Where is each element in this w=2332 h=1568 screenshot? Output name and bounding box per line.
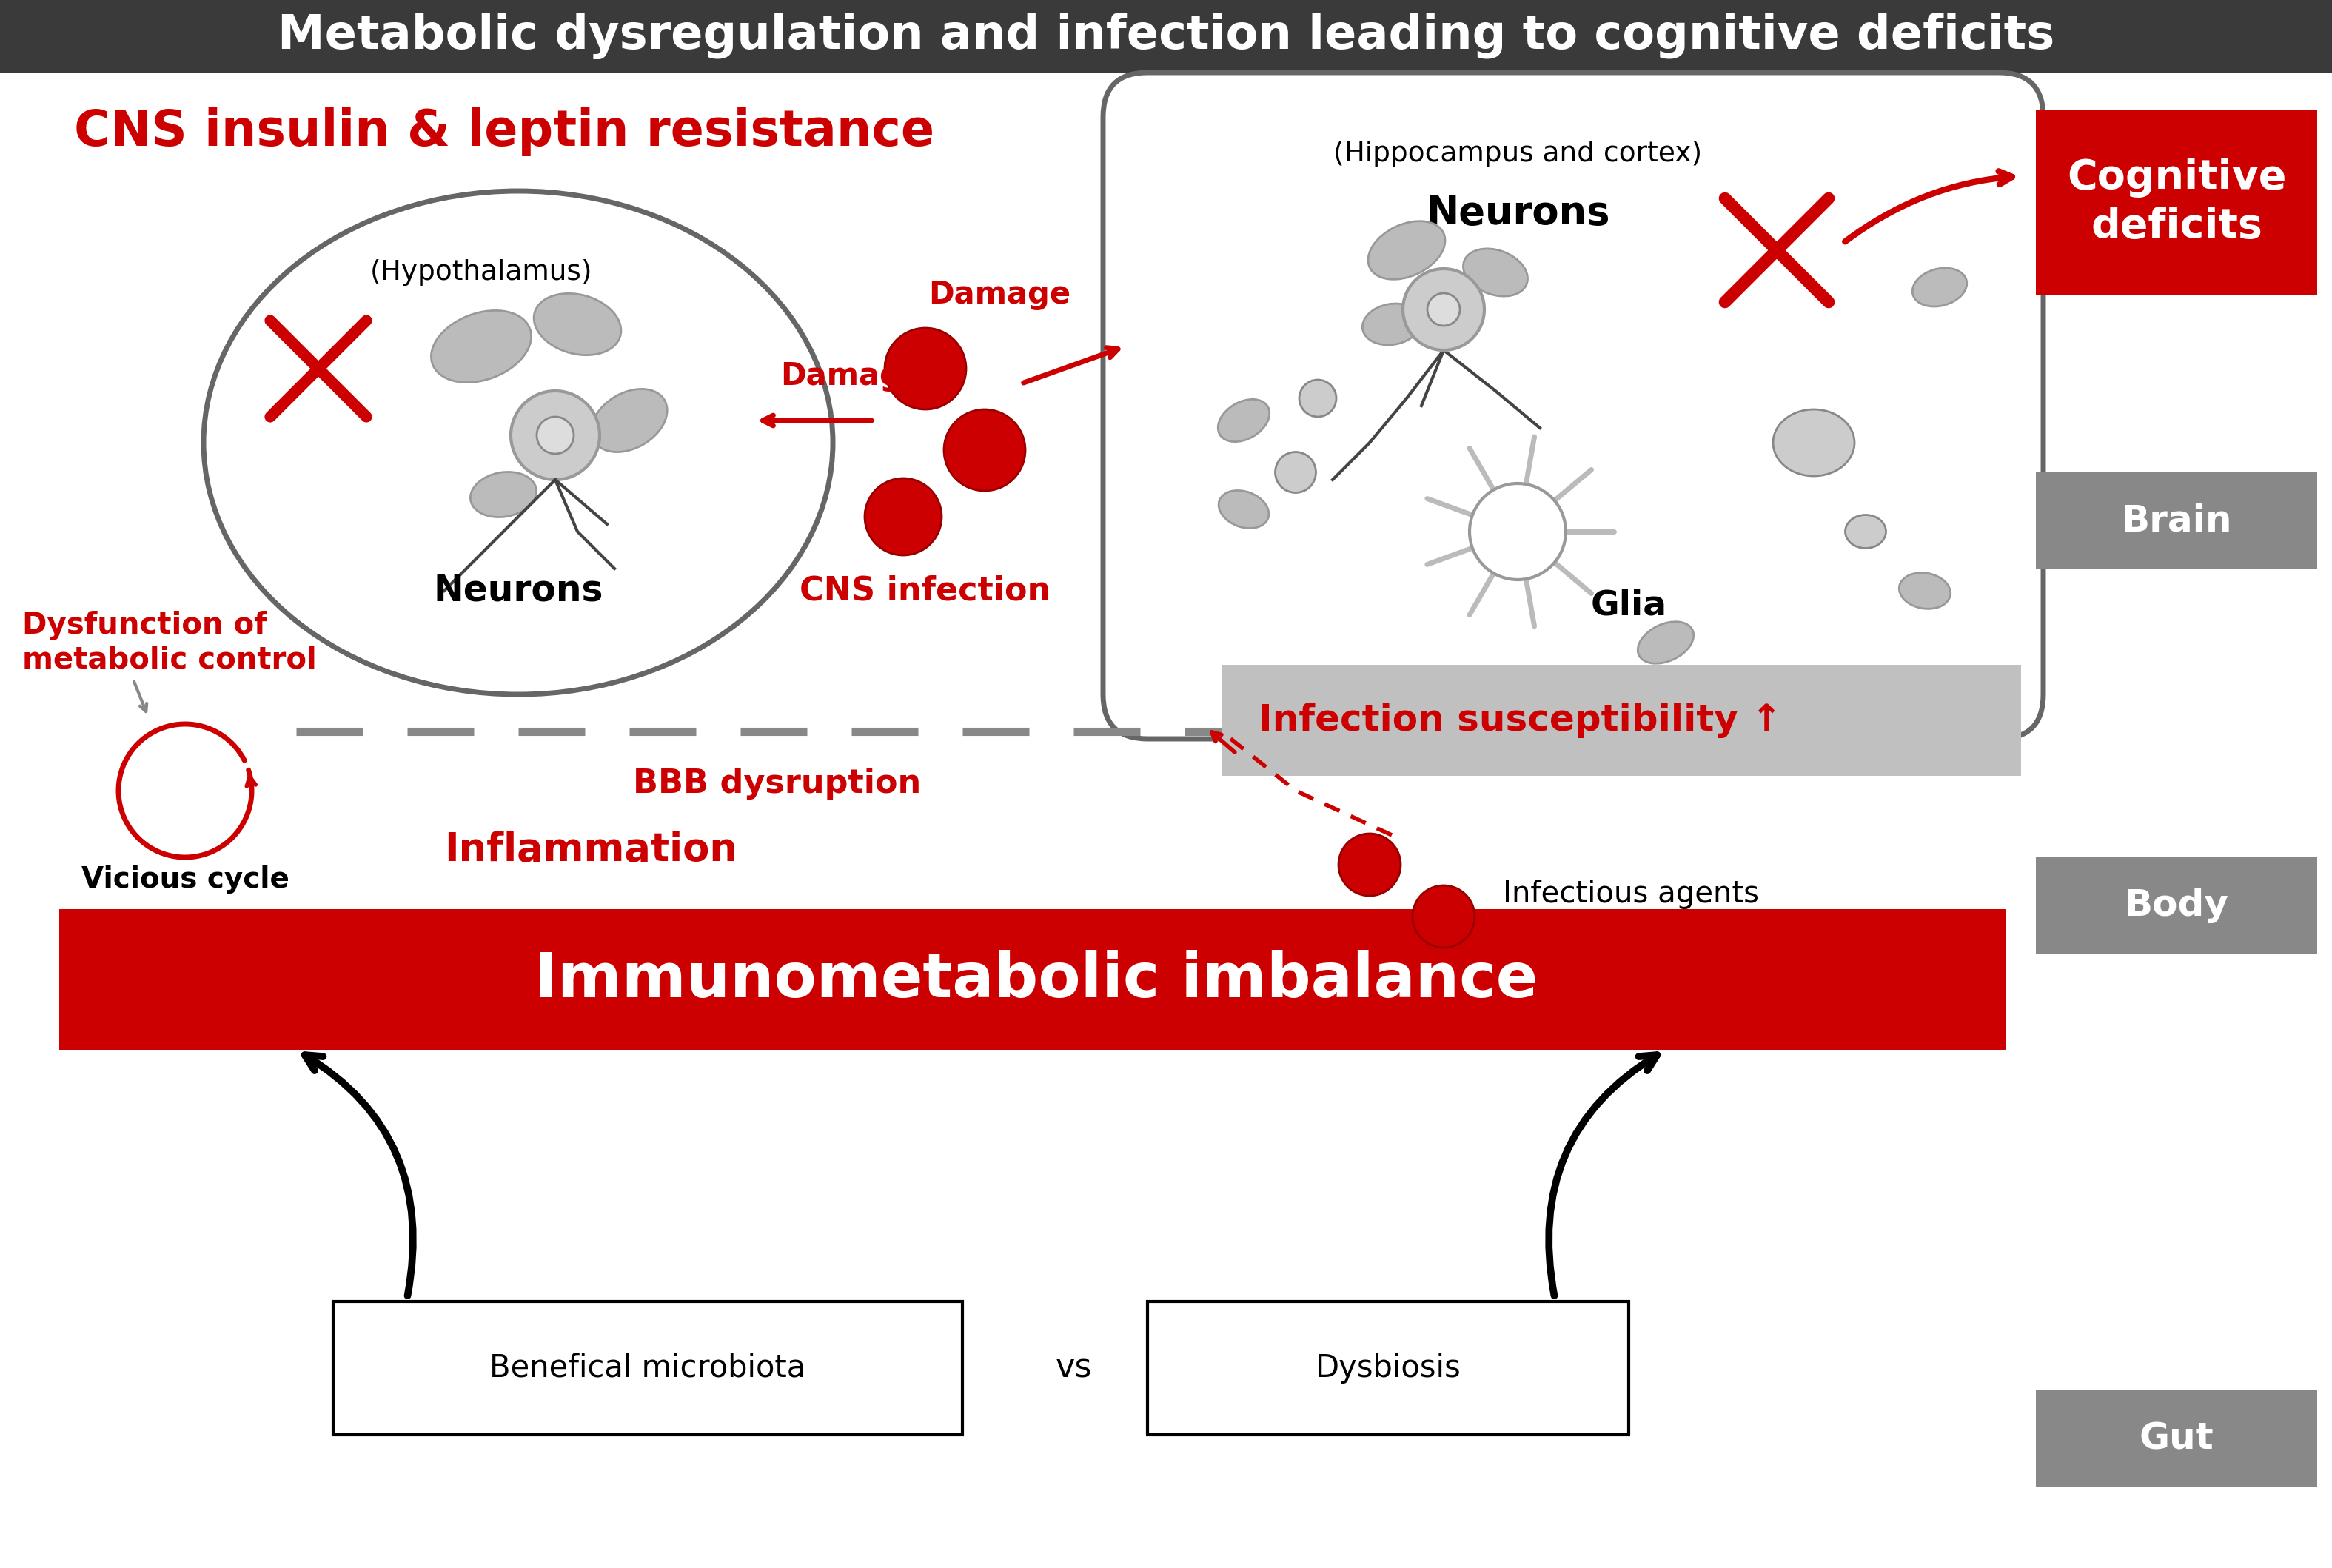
Text: Neurons: Neurons: [434, 572, 604, 608]
Text: BBB dysruption: BBB dysruption: [634, 767, 921, 800]
FancyBboxPatch shape: [58, 909, 2006, 1049]
Circle shape: [536, 417, 574, 453]
Text: Immunometabolic imbalance: Immunometabolic imbalance: [534, 950, 1539, 1010]
Ellipse shape: [534, 293, 620, 354]
Circle shape: [1427, 293, 1460, 326]
FancyBboxPatch shape: [333, 1301, 963, 1435]
Ellipse shape: [1845, 514, 1887, 549]
Text: Gut: Gut: [2138, 1421, 2213, 1457]
Text: Cognitive
deficits: Cognitive deficits: [2066, 157, 2285, 246]
Circle shape: [1339, 834, 1402, 895]
Text: CNS insulin & leptin resistance: CNS insulin & leptin resistance: [75, 107, 935, 157]
Ellipse shape: [431, 310, 532, 383]
Circle shape: [1413, 886, 1474, 947]
Text: Body: Body: [2124, 887, 2229, 924]
Text: Infectious agents: Infectious agents: [1502, 880, 1758, 909]
Text: (Hypothalamus): (Hypothalamus): [371, 259, 592, 285]
Ellipse shape: [1299, 379, 1336, 417]
Text: Glia: Glia: [1590, 590, 1667, 622]
Text: (Hippocampus and cortex): (Hippocampus and cortex): [1334, 141, 1702, 168]
Ellipse shape: [1912, 268, 1966, 306]
Text: Metabolic dysregulation and infection leading to cognitive deficits: Metabolic dysregulation and infection le…: [278, 13, 2054, 60]
Text: Vicious cycle: Vicious cycle: [82, 866, 289, 894]
Circle shape: [1469, 483, 1565, 580]
Ellipse shape: [1462, 249, 1527, 296]
Text: Damage: Damage: [928, 279, 1070, 310]
Text: CNS infection: CNS infection: [800, 575, 1052, 607]
Text: Benefical microbiota: Benefical microbiota: [490, 1353, 807, 1383]
FancyBboxPatch shape: [2036, 858, 2318, 953]
Circle shape: [865, 478, 942, 555]
Text: Inflammation: Inflammation: [443, 831, 737, 869]
Ellipse shape: [1362, 304, 1420, 345]
Ellipse shape: [1772, 409, 1854, 477]
Ellipse shape: [592, 389, 667, 452]
Text: Neurons: Neurons: [1425, 194, 1609, 232]
Circle shape: [511, 390, 599, 480]
Ellipse shape: [471, 472, 536, 517]
Ellipse shape: [1637, 621, 1693, 663]
Text: Dysfunction of
metabolic control: Dysfunction of metabolic control: [23, 610, 317, 674]
FancyBboxPatch shape: [2036, 472, 2318, 569]
Ellipse shape: [1898, 572, 1950, 608]
Ellipse shape: [1369, 221, 1446, 279]
Circle shape: [1404, 268, 1485, 350]
Circle shape: [884, 328, 965, 409]
Text: Brain: Brain: [2122, 503, 2232, 538]
FancyBboxPatch shape: [1147, 1301, 1628, 1435]
FancyBboxPatch shape: [2036, 110, 2318, 295]
FancyBboxPatch shape: [1222, 665, 2022, 776]
Text: Infection susceptibility ↑: Infection susceptibility ↑: [1259, 702, 1782, 739]
Circle shape: [944, 409, 1026, 491]
Text: Dysbiosis: Dysbiosis: [1315, 1353, 1460, 1383]
Text: vs: vs: [1054, 1352, 1091, 1385]
Ellipse shape: [1217, 400, 1269, 442]
FancyBboxPatch shape: [1103, 72, 2043, 739]
FancyBboxPatch shape: [2036, 1391, 2318, 1486]
Text: Damage: Damage: [781, 361, 923, 392]
Ellipse shape: [203, 191, 833, 695]
Ellipse shape: [1220, 491, 1269, 528]
Ellipse shape: [1276, 452, 1315, 492]
FancyBboxPatch shape: [0, 0, 2332, 72]
